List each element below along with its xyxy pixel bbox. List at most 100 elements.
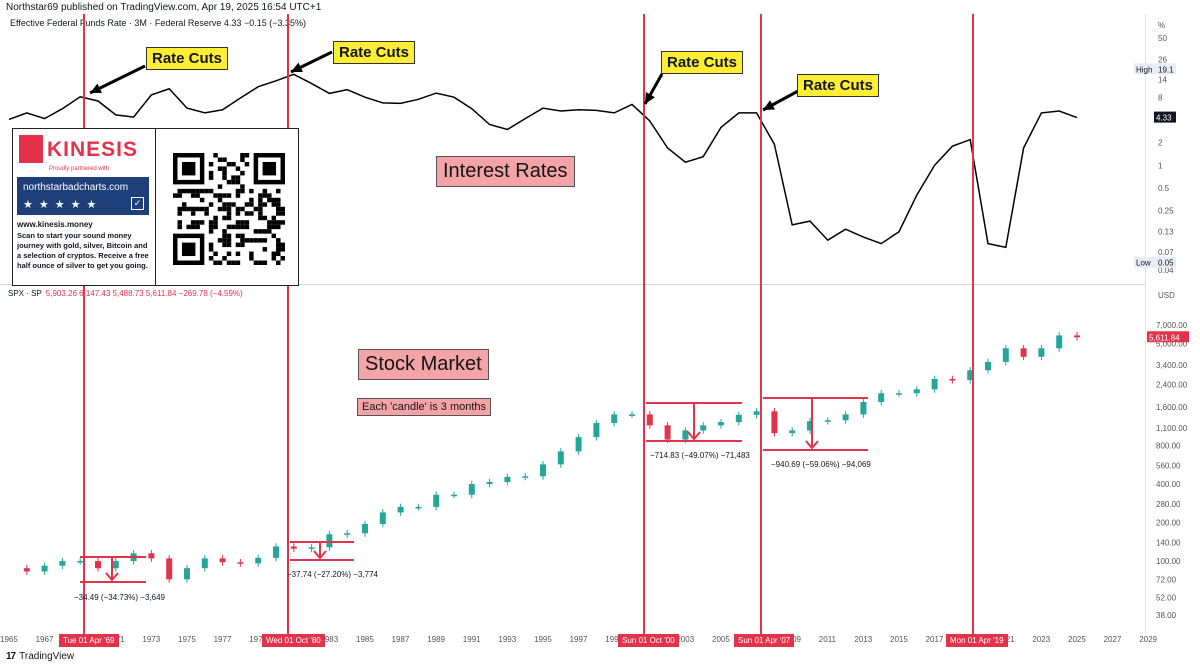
x-axis-label: 1979 [249,635,267,644]
spx-axis-tick: 38.00 [1156,611,1177,620]
candle-body [255,557,262,564]
qr-module [235,233,241,239]
qr-module [271,233,277,239]
qr-module [244,224,250,230]
rate-cuts-callout-2: Rate Cuts [333,41,416,64]
event-date-tag-2019: Mon 01 Apr '19 [946,634,1008,647]
qr-module [217,184,223,189]
candle-body [468,484,475,495]
qr-module [249,256,254,261]
candle-body [913,389,920,394]
qr-module [235,166,241,171]
qr-module [231,179,236,185]
event-date-tag-1980: Wed 01 Oct '80 [262,634,325,647]
qr-module [208,224,214,230]
candle-body [646,414,653,426]
qr-module [190,211,196,216]
rate-axis-tick: 50 [1158,34,1167,43]
drawdown-label-1980: −37.74 (−27.20%) −3,774 [287,570,378,579]
qr-module [276,247,281,252]
qr-module [222,256,227,261]
qr-module [226,233,232,239]
qr-module [276,260,281,265]
qr-module [217,157,223,162]
spx-axis-tick: 7,000.00 [1156,321,1188,330]
qr-module [240,220,245,225]
qr-module [258,215,263,221]
callout-arrow-head [645,92,655,104]
qr-module [208,188,214,194]
candle-body [1020,348,1027,357]
qr-module [208,229,214,234]
spx-axis-unit: USD [1158,291,1175,300]
candle-body [273,546,279,558]
candle-body [486,481,493,485]
rate-series-line [8,73,1078,249]
qr-module [267,224,272,230]
low-tag-bg [1134,256,1176,268]
qr-module [258,229,263,234]
rate-last-value: 4.33 [1156,114,1172,123]
qr-module [276,202,281,207]
qr-module [276,238,281,243]
qr-module [276,224,281,230]
candle-body [23,568,30,572]
qr-code-icon[interactable] [173,153,285,265]
qr-module [244,153,250,158]
qr-module [190,206,196,212]
candle-body [397,506,404,513]
qr-module [208,256,214,261]
qr-module [258,202,263,207]
candle-body [860,402,867,415]
qr-module [217,193,223,198]
x-axis-label: 1991 [463,635,481,644]
rate-cuts-callout-3: Rate Cuts [661,51,744,74]
candle-period-note: Each 'candle' is 3 months [357,398,492,416]
qr-module [276,251,281,257]
x-axis-label: 1977 [214,635,232,644]
qr-module [226,242,232,248]
drawdown-arrow-head [105,572,119,582]
qr-module [222,206,227,212]
qr-module [208,242,214,248]
qr-module [226,238,232,243]
publisher-info: Northstar69 published on TradingView.com… [6,2,322,13]
qr-module [249,211,254,216]
qr-module [235,179,241,185]
spx-ohlc: 5,903.26 6,147.43 5,488.73 5,611.84 −269… [45,289,243,298]
qr-module [204,206,209,212]
kinesis-ad[interactable]: KINESIS Proudly partnered with northstar… [12,128,299,286]
candle-body [575,437,582,452]
qr-module [181,242,196,257]
qr-module [208,170,214,176]
rating-stars-icon: ★★★★★ [23,199,103,211]
x-axis-label: 2027 [1104,635,1122,644]
candle-body [540,464,546,477]
x-axis-label: 1967 [36,635,54,644]
qr-module [177,211,182,216]
qr-module [222,233,227,239]
qr-module [249,251,254,257]
spx-last-value: 5,611.84 [1149,333,1180,342]
qr-module [244,202,250,207]
price-axis-divider [1145,14,1146,634]
qr-module [249,188,254,194]
qr-module [244,220,250,225]
callout-arrow-head [763,100,775,110]
spx-last-tag [1147,331,1189,343]
drawdown-arrow-head [687,431,701,441]
drawdown-arrow-head [805,440,819,450]
qr-module [240,238,245,243]
qr-module [222,229,227,234]
low-tag-label: Low [1136,259,1151,268]
high-tag-value: 19.1 [1158,65,1174,74]
qr-module [208,161,214,167]
qr-module [190,188,196,194]
event-date-tag-2007: Sun 01 Apr '07 [734,634,795,647]
qr-module [235,220,241,225]
qr-module [271,220,277,225]
qr-module [181,188,187,194]
qr-module [267,229,272,234]
qr-module [222,157,227,162]
